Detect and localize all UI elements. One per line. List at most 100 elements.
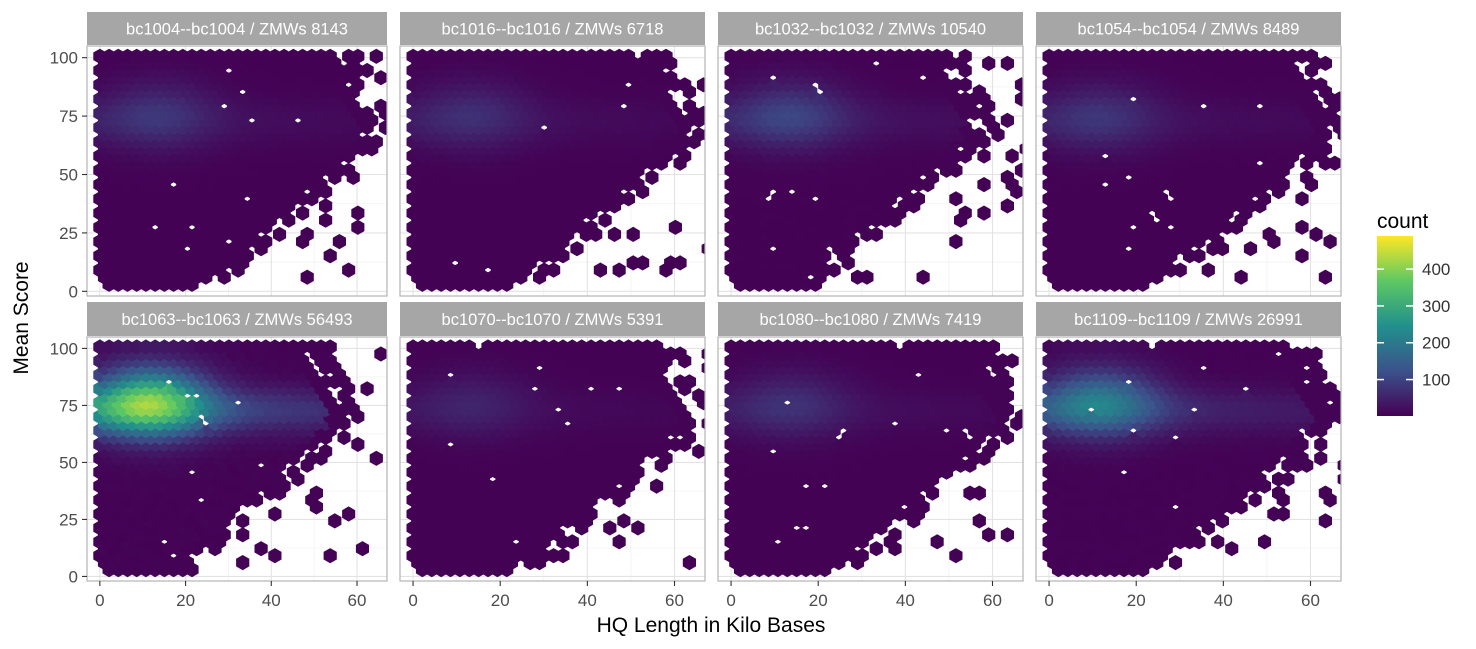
hexbin-cell <box>300 269 314 285</box>
hexbin-cell <box>1014 77 1023 93</box>
x-tick-label: 0 <box>95 591 104 610</box>
hexbin-cell <box>1000 527 1014 543</box>
hexbin-cell <box>682 374 696 390</box>
panel-border <box>399 336 706 582</box>
hexbin-cell <box>323 48 337 64</box>
hexbin-cell <box>977 148 991 164</box>
hexbin-cell <box>1342 120 1355 135</box>
hexbin-cell <box>1304 48 1318 64</box>
hexbin-cell <box>1243 241 1258 257</box>
y-tick-label: 75 <box>59 396 78 415</box>
facet-strip <box>718 12 1023 45</box>
hexbin-cell <box>593 262 607 278</box>
hexbin-layer <box>406 48 705 292</box>
panel-border <box>86 45 388 297</box>
facet-strip <box>1036 12 1341 45</box>
y-tick-label: 100 <box>50 339 78 358</box>
hexbin-cell <box>1314 77 1328 93</box>
hexbin-cell <box>855 548 869 564</box>
hexbin-cell <box>958 48 972 64</box>
facet-panel: bc1016--bc1016 / ZMWs 6718 <box>399 12 706 297</box>
hexbin-cell <box>369 48 383 64</box>
facet-strip <box>400 302 705 336</box>
hexbin-cell <box>958 77 972 93</box>
facet-panels: bc1004--bc1004 / ZMWs 81430255075100bc10… <box>50 12 1355 610</box>
y-tick-label: 0 <box>69 282 78 301</box>
hexbin-layer <box>1042 48 1355 292</box>
facet-strip <box>87 302 387 336</box>
hexbin-cell <box>323 548 337 564</box>
hexbin-cell <box>342 162 356 178</box>
hexbin-cell <box>617 513 631 529</box>
facet-strip <box>87 12 387 45</box>
hexbin-cell <box>1318 269 1332 285</box>
y-tick-label: 50 <box>59 166 78 185</box>
hexbin-layer <box>724 339 1023 578</box>
x-tick-label: 0 <box>408 591 417 610</box>
hexbin-cell <box>650 478 664 494</box>
facet-strip-label: bc1016--bc1016 / ZMWs 6718 <box>442 21 664 39</box>
hexbin-cell <box>911 191 925 207</box>
hexbin-cell <box>268 548 282 564</box>
hexbin-cell <box>351 48 365 64</box>
hexbin-cell <box>323 339 337 355</box>
hexbin-layer <box>93 339 387 578</box>
hexbin-cell <box>1192 248 1206 264</box>
hexbin-cell <box>1234 269 1248 285</box>
y-tick-label: 25 <box>59 224 78 243</box>
hexbin-cell <box>949 234 963 250</box>
hexbin-cell <box>860 269 874 285</box>
hexbin-cell <box>374 70 387 86</box>
hexbin-layer <box>93 48 387 292</box>
hexbin-cell <box>273 226 287 242</box>
hexbin-cell <box>598 212 612 228</box>
facet-strip <box>400 12 705 45</box>
hexbin-cell <box>1295 191 1309 207</box>
hexbin-cell <box>547 262 561 278</box>
hexbin-cell <box>355 541 369 557</box>
hexbin-cell <box>678 77 692 93</box>
hexbin-cell <box>1005 148 1019 164</box>
hexbin-cell <box>1342 49 1355 64</box>
hexbin-layer <box>406 339 705 578</box>
hexbin-cell <box>369 134 383 150</box>
panel-border <box>399 45 706 297</box>
hexbin-cell <box>378 119 387 136</box>
hexbin-cell <box>319 443 333 459</box>
hexbin-cell <box>1262 226 1276 242</box>
hexbin-cell <box>351 436 365 452</box>
x-tick-label: 20 <box>176 591 195 610</box>
hexbin-cell <box>570 241 584 257</box>
hexbin-cell <box>254 541 268 557</box>
facet-strip-label: bc1063--bc1063 / ZMWs 56493 <box>121 311 352 329</box>
facet-strip-label: bc1070--bc1070 / ZMWs 5391 <box>442 311 664 329</box>
hexbin-cell <box>622 48 636 64</box>
hexbin-cell <box>360 381 374 397</box>
hexbin-cell <box>351 205 365 221</box>
facet-strip-label: bc1080--bc1080 / ZMWs 7419 <box>760 311 982 329</box>
hexbin-cell <box>682 555 696 571</box>
hexbin-cell <box>374 98 387 114</box>
hexbin-cell <box>236 513 250 529</box>
x-tick-label: 20 <box>491 591 510 610</box>
hexbin-cell <box>930 534 944 550</box>
hexbin-cell <box>958 205 972 221</box>
hexbin-cell <box>268 506 282 522</box>
hexbin-cell <box>584 219 598 235</box>
hexbin-cell <box>701 242 705 255</box>
hexbin-cell <box>692 388 705 404</box>
hexbin-cell <box>296 205 310 221</box>
facet-strip <box>718 302 1023 336</box>
x-tick-label: 40 <box>262 591 281 610</box>
hexbin-cell <box>977 177 991 193</box>
hexbin-cell <box>1332 91 1341 107</box>
y-tick-label: 0 <box>69 567 78 586</box>
hexbin-cell <box>556 548 570 564</box>
hexbin-cell <box>650 339 664 355</box>
hexbin-cell <box>342 506 356 522</box>
hexbin-cell <box>1000 112 1014 128</box>
